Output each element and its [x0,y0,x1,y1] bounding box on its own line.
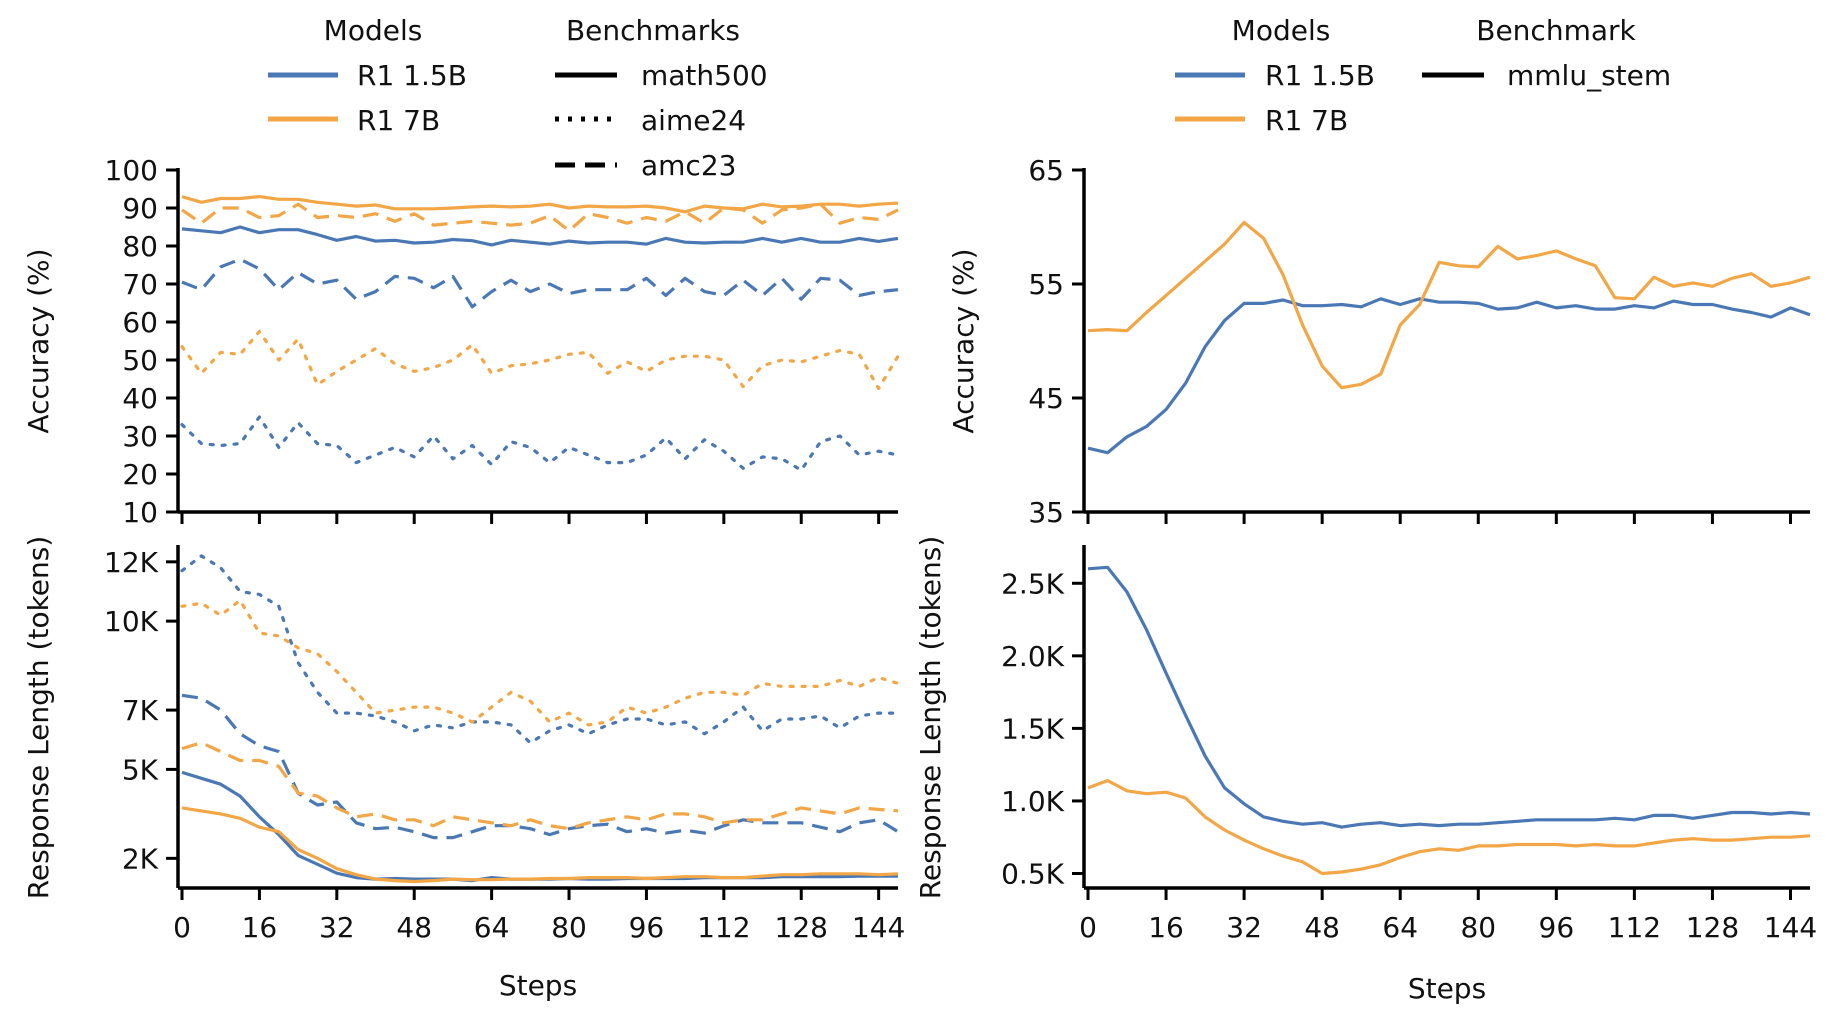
x-axis-label: Steps [1408,972,1486,1005]
series-line-r1-7b-mmlu_stem [1087,778,1811,876]
x-tick-label: 96 [1539,911,1575,944]
y-tick-label: 7K [122,694,159,727]
legend-label-mmlu-stem: mmlu_stem [1507,59,1671,92]
y-tick-label: 45 [1028,382,1064,415]
panel-left-length: 2K 5K 7K 10K 12K 0 16 32 48 64 80 96 112 128 144 Respon… [22,536,905,1002]
x-tick-label: 128 [1686,911,1739,944]
y-tick-label: 0.5K [1001,857,1065,890]
series-line-r1-1-5b-aime24 [180,415,900,472]
y-tick-label: 12K [104,546,159,579]
y-axis-label: Accuracy (%) [22,248,55,433]
y-tick-label: 1.5K [1001,712,1065,745]
panel-right-accuracy: 35 45 55 65 Accuracy (%) [947,154,1811,529]
series-line-r1-7b-mmlu_stem [1087,220,1811,390]
y-tick-label: 20 [122,458,158,491]
y-tick-label: 55 [1028,268,1064,301]
legend-benchmark-title-right: Benchmark [1476,14,1636,47]
legend-right: Models R1 1.5B R1 7B Benchmark mmlu_stem [1175,14,1671,137]
x-axis-label: Steps [499,969,577,1002]
y-tick-label: 10 [122,496,158,529]
series-line-r1-7b-amc23 [181,202,899,233]
legend-label-r1-1-5b: R1 1.5B [357,59,467,92]
series-line-r1-1-5b-aime24 [180,554,900,745]
series-line-r1-1-5b-mmlu_stem [1087,297,1811,455]
y-tick-label: 2.5K [1001,567,1065,600]
x-tick-label: 96 [629,911,665,944]
x-tick-label: 80 [551,911,587,944]
legend-label-r1-7b-right: R1 7B [1265,104,1348,137]
y-tick-label: 65 [1028,154,1064,187]
y-tick-label: 5K [122,753,159,786]
y-tick-label: 100 [105,154,158,187]
series-line-r1-7b-aime24 [180,329,900,391]
x-tick-label: 32 [319,911,355,944]
series-line-r1-7b-aime24 [180,598,900,727]
panel-left-accuracy: 10 20 30 40 50 60 70 80 90 100 Accuracy (%) [22,154,900,529]
series-line-r1-7b-math500 [181,195,899,214]
x-tick-label: 112 [1608,911,1661,944]
x-tick-label: 128 [775,911,828,944]
series-line-r1-1-5b-mmlu_stem [1087,565,1811,829]
legend-label-r1-1-5b-right: R1 1.5B [1265,59,1375,92]
series-line-r1-7b-math500 [181,806,899,884]
y-tick-label: 10K [104,605,159,638]
x-tick-label: 64 [474,911,510,944]
legend-left: Models R1 1.5B R1 7B Benchmarks math500 … [268,14,768,182]
x-tick-label: 64 [1382,911,1418,944]
y-tick-label: 70 [122,268,158,301]
legend-label-amc23: amc23 [641,149,736,182]
y-tick-label: 90 [122,192,158,225]
panel-right-length: 0.5K 1.0K 1.5K 2.0K 2.5K 0 16 32 48 64 80 96 112 128 1… [914,536,1817,1005]
legend-models-title: Models [324,14,423,47]
series-line-r1-7b-amc23 [181,741,899,831]
y-tick-label: 2K [122,842,159,875]
x-tick-label: 48 [396,911,432,944]
series-line-r1-1-5b-amc23 [181,257,899,309]
legend-label-math500: math500 [641,59,768,92]
x-tick-label: 144 [852,911,905,944]
y-tick-label: 50 [122,344,158,377]
y-tick-label: 35 [1028,496,1064,529]
series-line-r1-1-5b-math500 [181,225,899,247]
legend-models-title-right: Models [1232,14,1331,47]
y-axis-label: Response Length (tokens) [914,536,947,900]
x-tick-label: 16 [242,911,278,944]
x-tick-label: 112 [697,911,750,944]
series-line-r1-1-5b-amc23 [181,693,899,840]
y-axis-label: Response Length (tokens) [22,536,55,900]
x-tick-label: 48 [1304,911,1340,944]
y-tick-label: 1.0K [1001,785,1065,818]
x-tick-label: 32 [1226,911,1262,944]
y-tick-label: 60 [122,306,158,339]
y-tick-label: 80 [122,230,158,263]
x-tick-label: 80 [1460,911,1496,944]
x-tick-label: 16 [1148,911,1184,944]
y-tick-label: 30 [122,420,158,453]
y-tick-label: 40 [122,382,158,415]
chart-panels: 10 20 30 40 50 60 70 80 90 100 Accuracy (%) 2K 5K 7K 1… [22,154,1817,1005]
x-tick-label: 0 [173,911,191,944]
y-axis-label: Accuracy (%) [947,248,980,433]
y-tick-label: 2.0K [1001,640,1065,673]
x-tick-label: 144 [1764,911,1817,944]
legend-label-r1-7b: R1 7B [357,104,440,137]
x-tick-label: 0 [1079,911,1097,944]
legend-benchmarks-title: Benchmarks [566,14,740,47]
legend-label-aime24: aime24 [641,104,746,137]
series-line-r1-1-5b-math500 [181,770,898,883]
